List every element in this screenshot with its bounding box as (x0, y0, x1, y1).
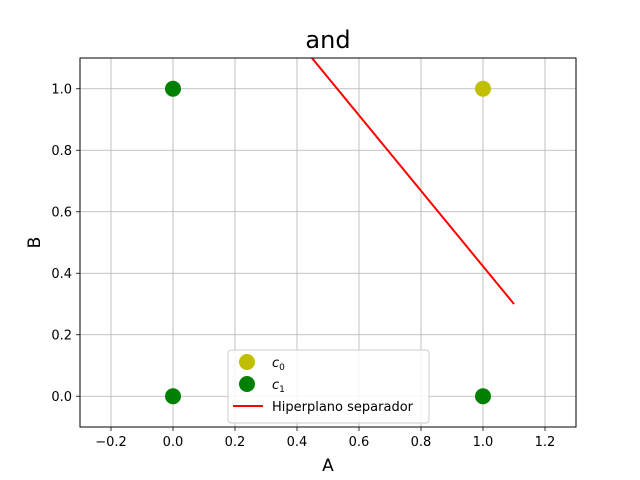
series-line-hiperplano (310, 58, 515, 305)
legend-box (227, 349, 430, 424)
x-tick-label: 1.2 (535, 435, 556, 450)
x-tick-label: 0.6 (349, 435, 370, 450)
legend-marker-c0 (239, 354, 255, 370)
grid-lines (80, 58, 576, 427)
data-point-c0 (475, 80, 491, 97)
y-axis-label: B (25, 237, 45, 249)
y-tick-label: 0.4 (51, 267, 72, 282)
legend-label: Hiperplano separador (272, 400, 414, 415)
y-tick-label: 1.0 (51, 82, 72, 97)
plot-area (165, 58, 515, 405)
x-tick-label: 0.8 (411, 435, 432, 450)
legend-label: c0 (272, 356, 285, 373)
legend-label: c1 (272, 378, 285, 395)
x-tick-label: 0.4 (287, 435, 308, 450)
y-tick-label: 0.6 (51, 205, 72, 220)
plot-frame (79, 57, 577, 428)
data-point-c1 (475, 388, 491, 405)
legend: c0 c1 Hiperplano separador (227, 349, 430, 424)
data-point-c1 (165, 80, 181, 97)
y-axis: 0.0 0.2 0.4 0.6 0.8 1.0 (51, 82, 80, 405)
data-point-c1 (165, 388, 181, 405)
y-tick-label: 0.2 (51, 328, 72, 343)
y-tick-label: 0.0 (51, 390, 72, 405)
y-tick-label: 0.8 (51, 144, 72, 159)
x-axis-label: A (322, 456, 334, 476)
x-tick-label: 0.0 (163, 435, 184, 450)
legend-marker-c1 (239, 376, 255, 392)
x-axis: −0.2 0.0 0.2 0.4 0.6 0.8 1.0 1.2 (95, 427, 555, 450)
x-tick-label: 0.2 (225, 435, 246, 450)
x-tick-label: −0.2 (95, 435, 127, 450)
chart-title: and (305, 26, 350, 54)
x-tick-label: 1.0 (473, 435, 494, 450)
